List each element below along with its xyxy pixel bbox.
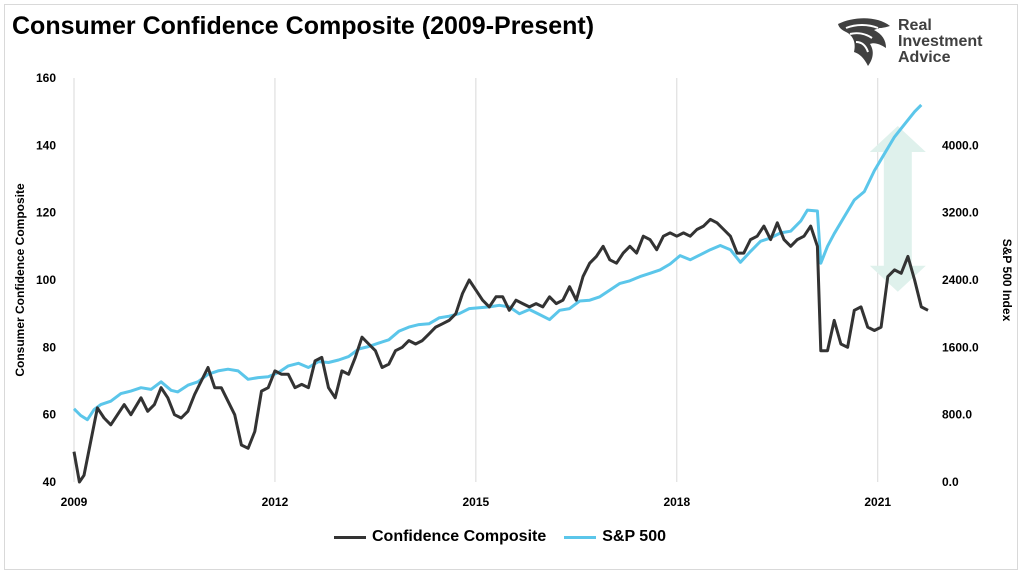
legend-item-sp500: S&P 500: [564, 528, 666, 546]
y2-tick-label: 2400.0: [942, 273, 979, 287]
x-tick-label: 2021: [864, 495, 891, 509]
y-axis-title: Consumer Confidence Composite: [13, 183, 27, 377]
double-arrow-icon: [869, 125, 926, 292]
x-tick-label: 2009: [61, 495, 88, 509]
brand-line-3: Advice: [898, 49, 951, 66]
y2-tick-label: 0.0: [942, 475, 959, 489]
x-tick-label: 2018: [663, 495, 690, 509]
brand-line-2: Investment: [898, 33, 983, 50]
x-tick-label: 2015: [463, 495, 490, 509]
chart-frame: [4, 4, 1018, 570]
series-layer: [72, 103, 929, 484]
y-tick-label: 40: [43, 475, 57, 489]
brand-logo: Real Investment Advice: [834, 14, 1004, 74]
annotation-layer: [869, 125, 926, 292]
y2-axis-title: S&P 500 Index: [1000, 239, 1014, 322]
y-tick-label: 80: [43, 340, 57, 354]
legend-item-confidence: Confidence Composite: [334, 528, 546, 546]
series-line-confidence: [72, 217, 929, 484]
y2-tick-label: 3200.0: [942, 206, 979, 220]
gridlines: [73, 78, 879, 482]
y-tick-label: 100: [36, 273, 56, 287]
x-tick-label: 2012: [262, 495, 289, 509]
brand-line-1: Real: [898, 17, 932, 34]
y-tick-label: 160: [36, 71, 56, 85]
legend-swatch-sp500: [564, 535, 597, 539]
y-tick-label: 60: [43, 408, 57, 422]
tick-labels: 2009 2012 2015 2018 20214060801001201401600.…: [36, 71, 979, 509]
brand-text: Real Investment Advice: [898, 18, 982, 66]
legend-label-sp500: S&P 500: [602, 528, 666, 545]
y-tick-label: 140: [36, 138, 56, 152]
eagle-logo-icon: [838, 18, 890, 66]
y-tick-label: 120: [36, 206, 56, 220]
y2-tick-label: 1600.0: [942, 340, 979, 354]
legend: Confidence Composite S&P 500: [334, 528, 684, 546]
y2-tick-label: 4000.0: [942, 138, 979, 152]
legend-swatch-confidence: [334, 535, 366, 539]
chart-title: Consumer Confidence Composite (2009-Pres…: [12, 12, 595, 40]
legend-label-confidence: Confidence Composite: [372, 528, 547, 545]
series-line-sp500: [72, 103, 923, 422]
y2-tick-label: 800.0: [942, 408, 972, 422]
